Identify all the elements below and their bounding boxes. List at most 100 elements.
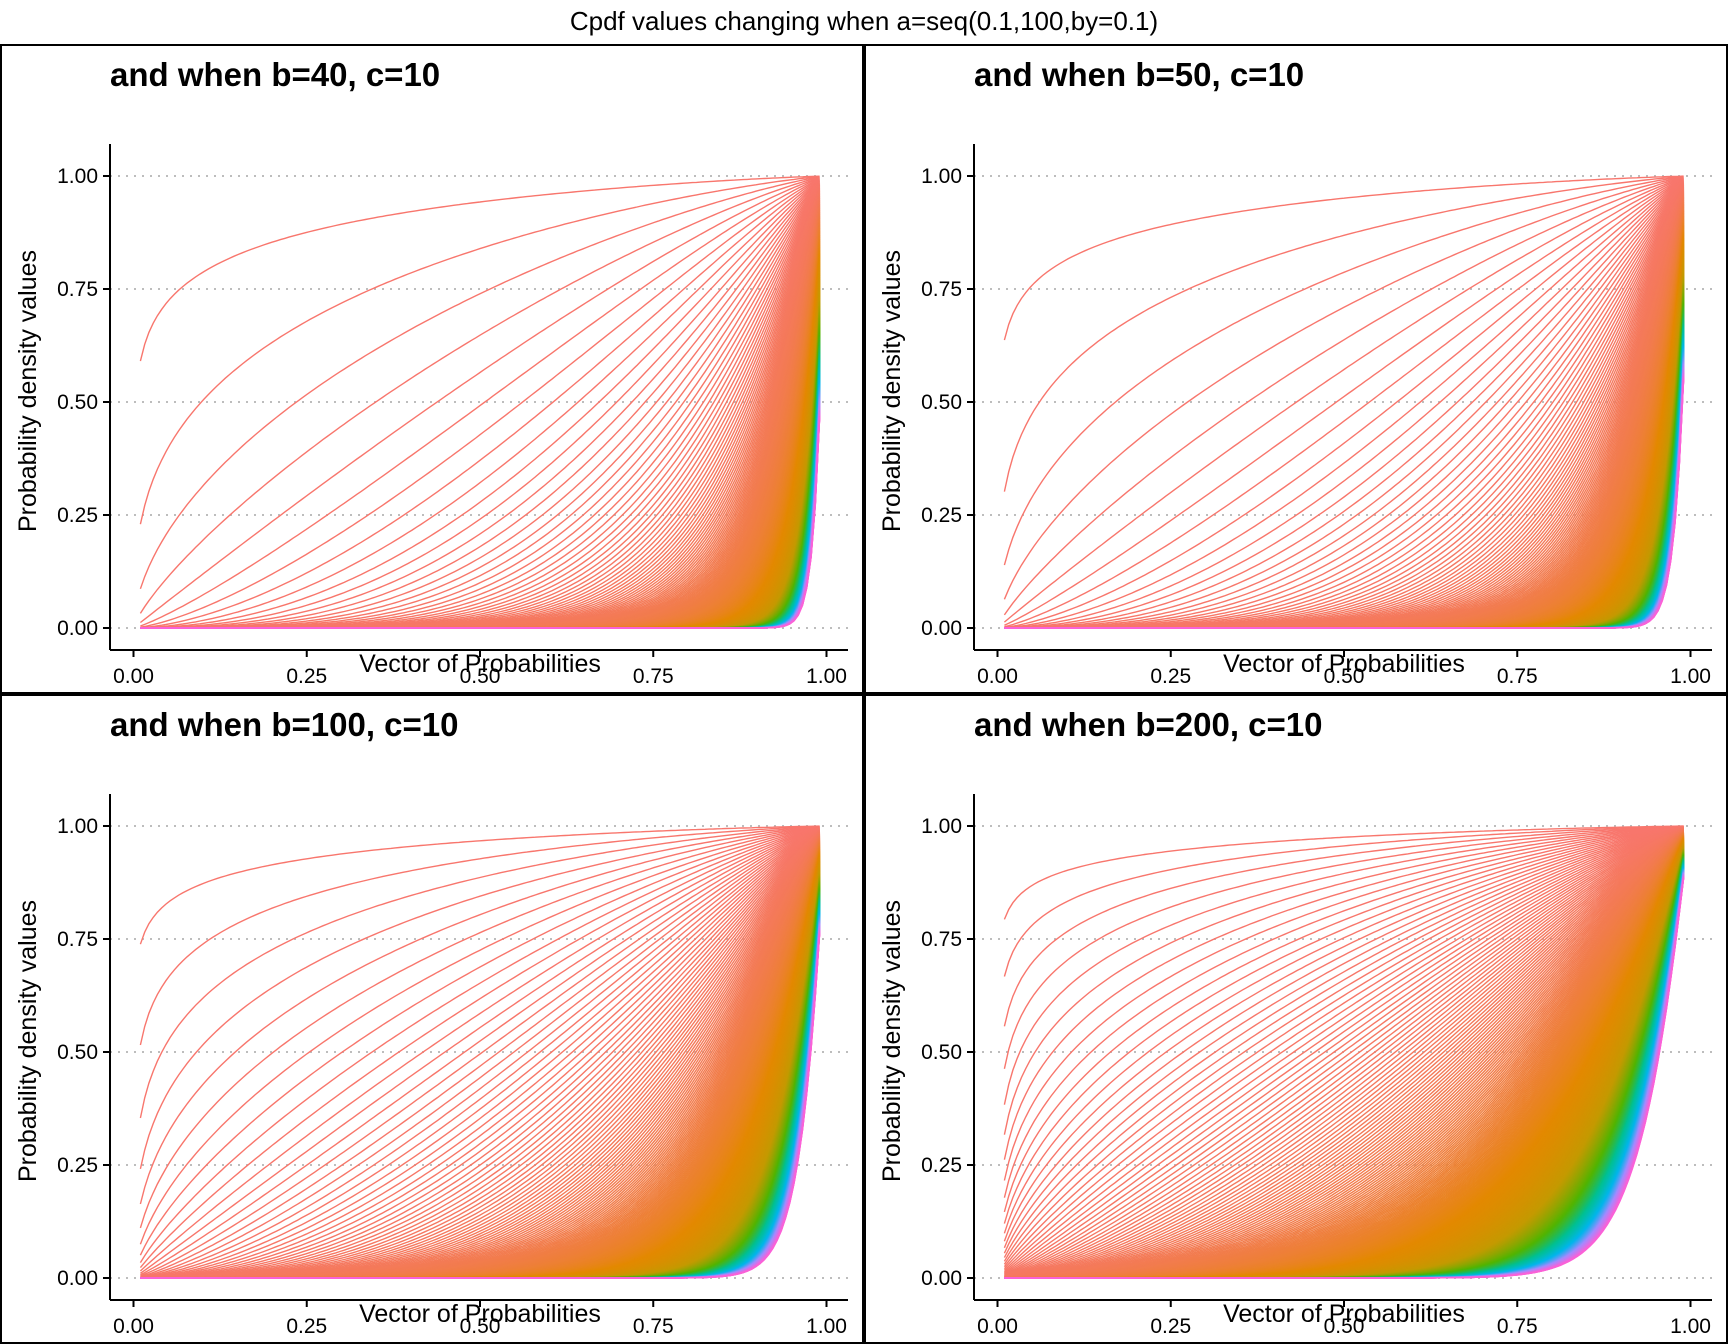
y-tick-label: 1.00 [57, 815, 98, 838]
series-line [140, 179, 820, 629]
series-line [139, 826, 820, 1256]
series-line [140, 829, 821, 1279]
series-line [1004, 828, 1684, 1279]
series-line [1004, 878, 1685, 1279]
series-line [1004, 827, 1684, 1276]
series-line [1003, 826, 1684, 1234]
series-line [140, 831, 821, 1279]
x-tick-label: 0.25 [1150, 1315, 1191, 1338]
series-line [1003, 826, 1684, 1270]
series-line [139, 826, 820, 1229]
x-axis-title: Vector of Probabilities [359, 650, 601, 678]
series-line [1004, 180, 1685, 629]
x-tick-label: 0.25 [1150, 665, 1191, 688]
panel-title: and when b=50, c=10 [974, 56, 1304, 93]
series-line [139, 825, 820, 1046]
series-line [1003, 826, 1684, 1254]
y-tick-label: 1.00 [921, 815, 962, 838]
y-tick-label: 0.75 [57, 928, 98, 951]
series-line [1004, 179, 1685, 629]
series-line [1003, 176, 1684, 600]
series-line [140, 828, 820, 1278]
series-line [140, 828, 820, 1279]
series-line [1003, 826, 1684, 1262]
y-axis-title: Probability density values [878, 900, 906, 1182]
series-line [1004, 828, 1684, 1279]
series-line [140, 828, 820, 1279]
series-line [140, 827, 820, 1278]
series-line [1004, 828, 1684, 1279]
panel-title: and when b=200, c=10 [974, 706, 1323, 743]
series-line [140, 181, 821, 629]
panel-1: 0.00 0.25 0.50 0.75 1.00 0.00 0.25 0.50 0.75 1.00… [0, 44, 864, 694]
y-tick-label: 0.25 [921, 504, 962, 527]
panel-title: and when b=100, c=10 [110, 706, 459, 743]
series-line [140, 829, 821, 1279]
series-line [140, 178, 820, 629]
x-tick-label: 0.50 [1324, 1315, 1365, 1338]
x-tick-label: 0.00 [113, 665, 154, 688]
series-line [1004, 829, 1685, 1279]
y-tick-label: 0.25 [921, 1154, 962, 1177]
series-line [140, 180, 821, 629]
x-tick-label: 1.00 [806, 665, 847, 688]
y-tick-label: 0.00 [57, 1267, 98, 1290]
series-line [1003, 825, 1684, 1135]
series-line [139, 176, 820, 590]
y-tick-label: 0.50 [57, 391, 98, 414]
series-curves [1003, 175, 1685, 629]
x-tick-label: 0.75 [633, 1315, 674, 1338]
series-line [1004, 828, 1684, 1279]
series-line [1004, 829, 1685, 1279]
series-line [1003, 825, 1684, 1105]
x-axis-title: Vector of Probabilities [359, 1300, 601, 1328]
series-line [139, 175, 820, 362]
series-line [1003, 825, 1684, 920]
y-axis-title: Probability density values [878, 250, 906, 532]
series-line [1004, 829, 1685, 1279]
series-curves [139, 175, 821, 629]
series-line [139, 826, 820, 1205]
series-line [1003, 826, 1684, 1268]
series-line [1003, 825, 1684, 1069]
series-line [140, 827, 820, 1277]
series-line [140, 828, 820, 1279]
series-line [1004, 181, 1685, 629]
y-tick-label: 0.75 [921, 928, 962, 951]
series-line [1004, 829, 1684, 1279]
x-tick-label: 0.75 [1497, 665, 1538, 688]
series-line [1004, 827, 1684, 1277]
series-line [140, 179, 821, 629]
x-axis-title: Vector of Probabilities [1223, 1300, 1465, 1328]
y-tick-label: 1.00 [57, 165, 98, 188]
series-line [140, 177, 820, 627]
series-line [140, 829, 821, 1279]
series-line [1004, 379, 1685, 629]
series-line [140, 830, 821, 1279]
y-axis-title: Probability density values [14, 250, 42, 532]
x-tick-label: 0.00 [113, 1315, 154, 1338]
series-line [139, 175, 820, 525]
series-line [139, 826, 820, 1269]
series-line [1004, 828, 1684, 1278]
series-line [139, 825, 820, 945]
series-line [140, 831, 821, 1279]
series-line [1004, 179, 1684, 629]
series-line [1004, 177, 1684, 626]
series-line [1003, 826, 1684, 1271]
series-line [1004, 829, 1684, 1279]
series-line [1004, 829, 1685, 1279]
y-tick-label: 0.25 [57, 1154, 98, 1177]
series-line [139, 176, 820, 614]
series-line [1003, 826, 1684, 1258]
series-line [139, 827, 820, 1274]
series-line [1004, 827, 1684, 1277]
series-line [1003, 825, 1684, 1027]
series-line [1003, 827, 1684, 1274]
y-tick-label: 0.75 [921, 278, 962, 301]
series-line [139, 825, 820, 1119]
panel-2: 0.00 0.25 0.50 0.75 1.00 0.00 0.25 0.50 0.75 1.00… [864, 44, 1728, 694]
x-tick-label: 0.00 [977, 1315, 1018, 1338]
series-line [1003, 175, 1684, 341]
